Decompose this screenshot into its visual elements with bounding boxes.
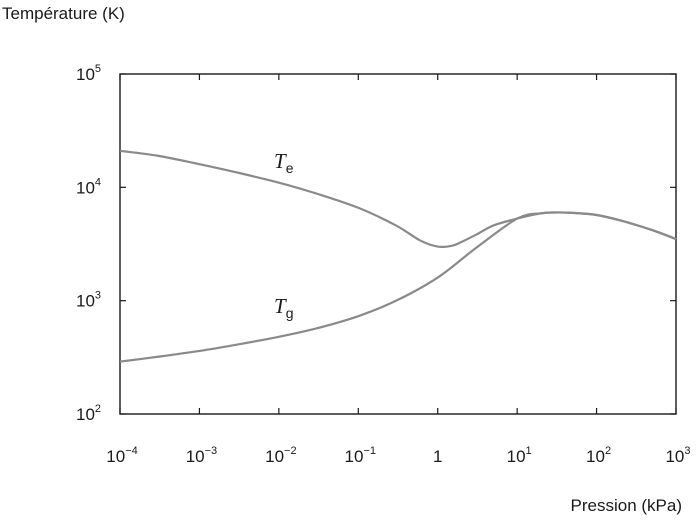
y-tick-label: 104 <box>76 176 101 197</box>
x-tick-label: 103 <box>665 445 690 466</box>
y-axis-label: Température (K) <box>2 4 125 23</box>
series-annotations: Te Tg <box>274 149 294 321</box>
x-tick-label: 10−3 <box>186 445 217 466</box>
x-tick-label: 102 <box>586 445 611 466</box>
x-tick-labels: 10−4 10−3 10−2 10−1 1 101 102 103 <box>106 445 690 466</box>
x-tick-label: 1 <box>433 447 442 466</box>
x-tick-label: 10−4 <box>106 445 137 466</box>
x-tick-label: 10−1 <box>345 445 376 466</box>
y-tick-labels: 102 103 104 105 <box>76 63 101 424</box>
ticks-group <box>119 73 677 415</box>
label-tg: Tg <box>274 294 293 321</box>
label-te: Te <box>274 149 294 176</box>
curve-te <box>119 149 677 249</box>
y-tick-label: 103 <box>76 290 101 311</box>
curve-tg <box>119 211 677 363</box>
x-tick-label: 101 <box>507 445 532 466</box>
x-axis-label: Pression (kPa) <box>570 496 682 515</box>
plot-frame <box>119 73 677 415</box>
y-tick-label: 102 <box>76 403 101 424</box>
y-tick-label: 105 <box>76 63 101 84</box>
x-tick-label: 10−2 <box>265 445 296 466</box>
curves-group <box>119 149 677 363</box>
